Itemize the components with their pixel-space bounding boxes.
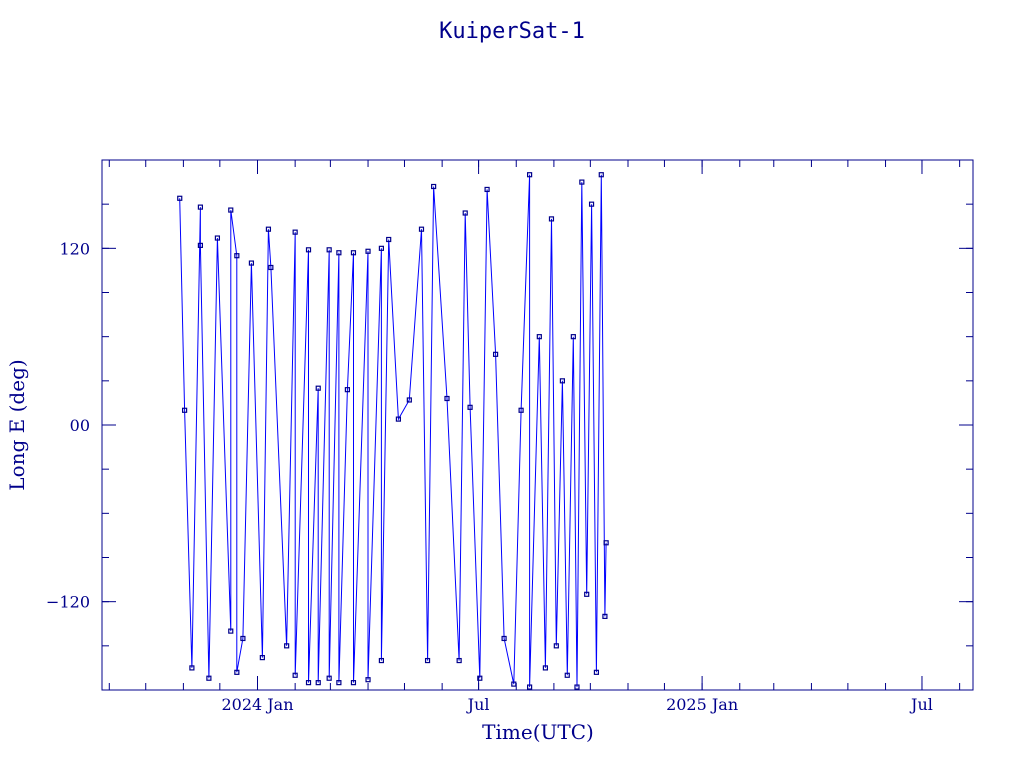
x-tick-label: 2024 Jan xyxy=(221,695,293,714)
data-point xyxy=(189,665,195,671)
x-axis-label: Time(UTC) xyxy=(482,720,594,744)
data-point xyxy=(603,540,609,546)
data-point xyxy=(228,207,234,213)
data-point xyxy=(559,378,566,384)
data-point xyxy=(315,680,321,686)
data-point xyxy=(588,201,595,207)
data-point xyxy=(378,657,385,664)
data-point xyxy=(305,247,312,253)
data-point xyxy=(602,613,608,619)
data-point xyxy=(197,204,203,210)
data-point xyxy=(527,684,533,690)
data-point xyxy=(579,179,585,185)
data-point xyxy=(240,635,246,642)
y-tick-label: 120 xyxy=(59,239,90,258)
data-series xyxy=(177,172,609,690)
data-point xyxy=(350,250,357,256)
data-point xyxy=(456,657,462,664)
data-point xyxy=(305,680,312,686)
data-point xyxy=(518,407,524,413)
data-point xyxy=(292,672,298,678)
data-point xyxy=(467,404,473,410)
data-point xyxy=(431,183,437,190)
chart-title: KuiperSat-1 xyxy=(439,19,585,44)
data-point xyxy=(484,186,490,193)
data-point xyxy=(492,351,499,357)
y-tick-label: −120 xyxy=(46,593,90,612)
data-point xyxy=(424,657,431,664)
data-point xyxy=(598,172,604,178)
x-tick-label: Jul xyxy=(466,695,490,714)
data-point xyxy=(214,235,221,241)
data-point xyxy=(564,672,570,678)
data-point xyxy=(395,416,402,422)
data-point xyxy=(344,387,350,393)
data-point xyxy=(584,591,590,597)
series-line xyxy=(179,174,607,688)
data-point xyxy=(406,397,412,403)
data-point xyxy=(197,242,203,248)
axis-ticks xyxy=(102,160,973,690)
data-point xyxy=(268,264,274,271)
data-point xyxy=(284,643,290,649)
data-point xyxy=(228,628,234,634)
data-point xyxy=(542,665,548,671)
data-point xyxy=(265,226,272,232)
data-point xyxy=(248,260,255,266)
data-point xyxy=(292,229,298,235)
plot-frame xyxy=(101,159,974,691)
data-point xyxy=(574,684,580,690)
data-point xyxy=(511,681,517,687)
data-point xyxy=(553,643,559,649)
data-point xyxy=(548,216,555,222)
data-point xyxy=(527,172,533,178)
y-tick-label: 00 xyxy=(70,416,90,435)
data-point xyxy=(336,680,342,686)
x-tick-label: 2025 Jan xyxy=(666,695,738,714)
data-point xyxy=(418,226,425,232)
data-point xyxy=(386,236,392,243)
data-point xyxy=(570,334,576,340)
data-point xyxy=(177,195,183,201)
data-point xyxy=(593,669,600,675)
data-point xyxy=(444,395,450,402)
data-point xyxy=(234,669,240,675)
data-point xyxy=(536,334,542,340)
data-point xyxy=(182,407,188,413)
data-point xyxy=(234,253,240,259)
data-point xyxy=(477,675,483,681)
data-point xyxy=(326,675,332,681)
data-point xyxy=(350,680,357,686)
data-point xyxy=(501,635,507,642)
data-point xyxy=(336,250,342,256)
y-axis-label: Long E (deg) xyxy=(5,359,29,490)
data-point xyxy=(365,677,371,683)
data-point xyxy=(315,385,321,391)
data-point xyxy=(206,675,212,681)
data-point xyxy=(259,655,265,661)
axis-tick-labels: 120 00 −120 2024 Jan Jul 2025 Jan Jul xyxy=(46,239,933,714)
data-point xyxy=(378,245,385,251)
data-point xyxy=(462,210,468,216)
data-point xyxy=(326,247,332,253)
data-point xyxy=(365,248,371,254)
x-tick-label: Jul xyxy=(909,695,933,714)
